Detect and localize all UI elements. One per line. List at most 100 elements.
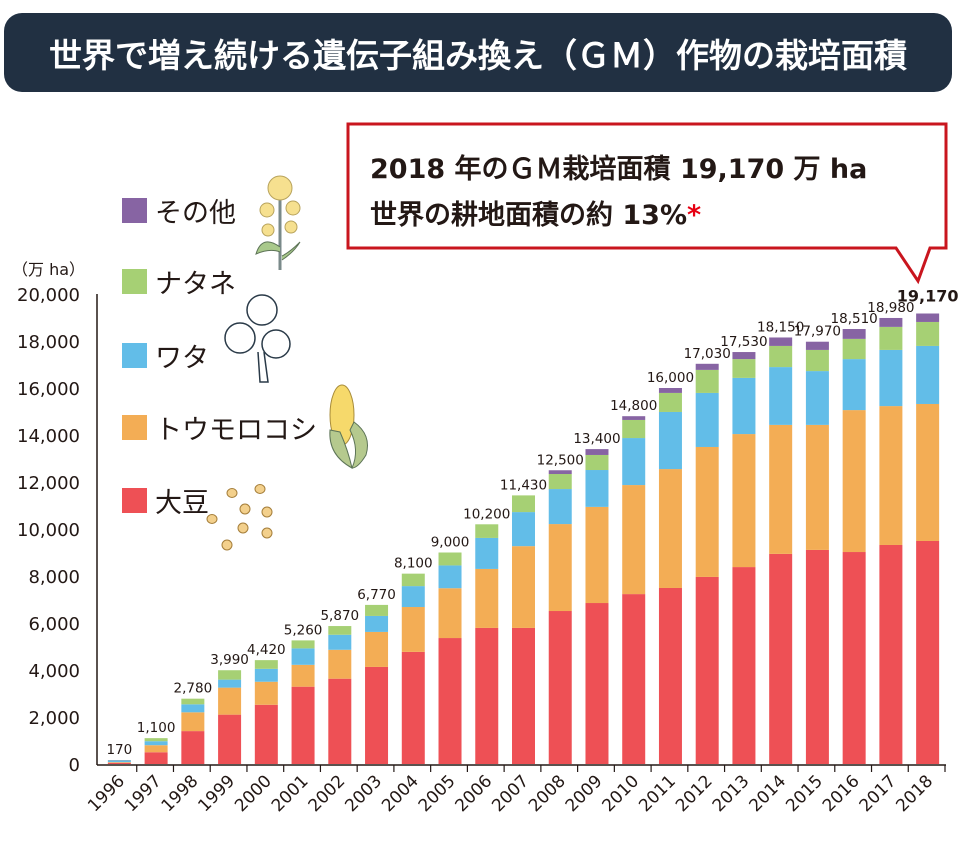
legend-swatch xyxy=(122,269,147,294)
x-tick-label: 2015 xyxy=(782,771,827,816)
bar-segment-cotton xyxy=(842,359,866,411)
legend-label: ワタ xyxy=(155,343,209,374)
bar-total-label: 18,510 xyxy=(831,311,878,327)
bar-total-label: 10,200 xyxy=(463,506,510,522)
bar-segment-soy xyxy=(365,666,389,764)
bar-segment-canola xyxy=(254,660,278,669)
bar-segment-canola xyxy=(144,738,168,742)
bar-segment-canola xyxy=(842,338,866,360)
bar-total-label: 13,400 xyxy=(573,431,620,447)
legend-swatch xyxy=(122,488,147,513)
bar-segment-other xyxy=(916,313,940,322)
bar-segment-canola xyxy=(658,392,682,412)
bar-total-label: 12,500 xyxy=(537,452,584,468)
legend-swatch xyxy=(122,415,147,440)
y-tick-label: 18,000 xyxy=(17,332,80,353)
bar-total-label: 11,430 xyxy=(500,477,547,493)
bar-segment-soy xyxy=(658,587,682,764)
bar-segment-other xyxy=(805,341,829,350)
bar-segment-cotton xyxy=(769,367,793,425)
bar-segment-corn xyxy=(218,687,242,715)
bar-segment-cotton xyxy=(328,634,352,650)
bar-segment-canola xyxy=(512,495,535,513)
bar-segment-cotton xyxy=(916,345,940,404)
bar-segment-soy xyxy=(218,714,242,764)
x-tick-label: 1999 xyxy=(194,771,239,816)
legend-item-cotton: ワタ xyxy=(122,336,209,375)
y-tick-label: 20,000 xyxy=(17,285,80,306)
bar-segment-corn xyxy=(144,745,168,753)
bar-segment-other xyxy=(879,317,903,327)
x-tick-label: 2012 xyxy=(672,771,717,816)
bar-segment-corn xyxy=(732,434,756,568)
legend-swatch xyxy=(122,198,147,223)
x-tick-label: 2001 xyxy=(268,771,313,816)
legend-label: 大豆 xyxy=(155,488,209,519)
y-axis-unit: （万 ha） xyxy=(12,260,86,279)
bar-segment-cotton xyxy=(144,741,168,746)
bar-segment-soy xyxy=(475,627,499,764)
bar-segment-other xyxy=(622,416,646,420)
x-tick-label: 2005 xyxy=(415,771,460,816)
bar-segment-canola xyxy=(438,552,462,566)
bar-segment-corn xyxy=(805,424,829,550)
bar-segment-corn xyxy=(328,649,352,679)
bar-segment-corn xyxy=(585,506,609,604)
bar-segment-soy xyxy=(254,704,278,764)
bar-segment-canola xyxy=(916,321,940,346)
bar-segment-other xyxy=(585,449,609,455)
bar-total-label: 17,530 xyxy=(720,334,767,350)
legend-item-soy: 大豆 xyxy=(122,481,209,520)
y-tick-label: 10,000 xyxy=(17,520,80,541)
bar-segment-soy xyxy=(622,594,646,764)
bar-segment-corn xyxy=(622,485,646,595)
bar-segment-corn xyxy=(438,588,462,639)
bar-segment-corn xyxy=(512,546,535,628)
x-tick-label: 2003 xyxy=(341,771,386,816)
bar-segment-canola xyxy=(805,349,829,372)
page-title: 世界で増え続ける遺伝子組み換え（ＧＭ）作物の栽培面積 xyxy=(49,35,907,75)
bar-segment-corn xyxy=(254,681,278,705)
bar-segment-corn xyxy=(916,403,940,541)
callout-share-text: 世界の耕地面積の約 13% xyxy=(370,200,688,231)
bar-segment-canola xyxy=(475,524,499,538)
x-tick-label: 2010 xyxy=(599,771,644,816)
bar-segment-cotton xyxy=(365,615,389,632)
legend-swatch xyxy=(122,343,147,368)
bar-total-label: 18,980 xyxy=(867,300,914,316)
x-tick-label: 2013 xyxy=(709,771,754,816)
x-tick-label: 2011 xyxy=(635,771,680,816)
bar-segment-cotton xyxy=(805,371,829,425)
bar-segment-corn xyxy=(107,762,131,763)
rapeseed-flower-icon xyxy=(255,175,301,270)
bar-segment-cotton xyxy=(254,668,278,682)
bar-total-label: 8,100 xyxy=(394,556,433,572)
x-tick-label: 2016 xyxy=(819,771,864,816)
bar-segment-other xyxy=(695,363,719,370)
bar-segment-cotton xyxy=(475,537,499,569)
bar-segment-soy xyxy=(291,686,315,764)
y-tick-label: 14,000 xyxy=(17,426,80,447)
legend-label: その他 xyxy=(155,198,236,229)
bar-total-label: 14,800 xyxy=(610,398,657,414)
x-tick-label: 2017 xyxy=(856,771,901,816)
bar-total-label: 3,990 xyxy=(210,652,249,668)
bar-segment-canola xyxy=(769,345,793,368)
callout-line-share: 世界の耕地面積の約 13%* xyxy=(370,193,701,232)
x-tick-label: 2002 xyxy=(305,771,350,816)
bar-segment-cotton xyxy=(438,565,462,589)
bar-total-label: 4,420 xyxy=(247,642,286,658)
bar-segment-soy xyxy=(107,762,131,764)
bar-segment-cotton xyxy=(879,349,903,407)
y-tick-label: 8,000 xyxy=(28,567,80,588)
bar-segment-soy xyxy=(732,567,756,764)
callout-line-area: 2018 年のＧＭ栽培面積 19,170 万 ha xyxy=(370,154,868,185)
bar-segment-other xyxy=(548,470,572,475)
x-tick-label: 2018 xyxy=(892,771,937,816)
x-tick-label: 1996 xyxy=(84,771,129,816)
bar-segment-cotton xyxy=(512,512,535,547)
corn-cob-icon xyxy=(329,384,368,469)
cotton-boll-icon xyxy=(224,294,291,383)
bar-segment-canola xyxy=(879,326,903,350)
